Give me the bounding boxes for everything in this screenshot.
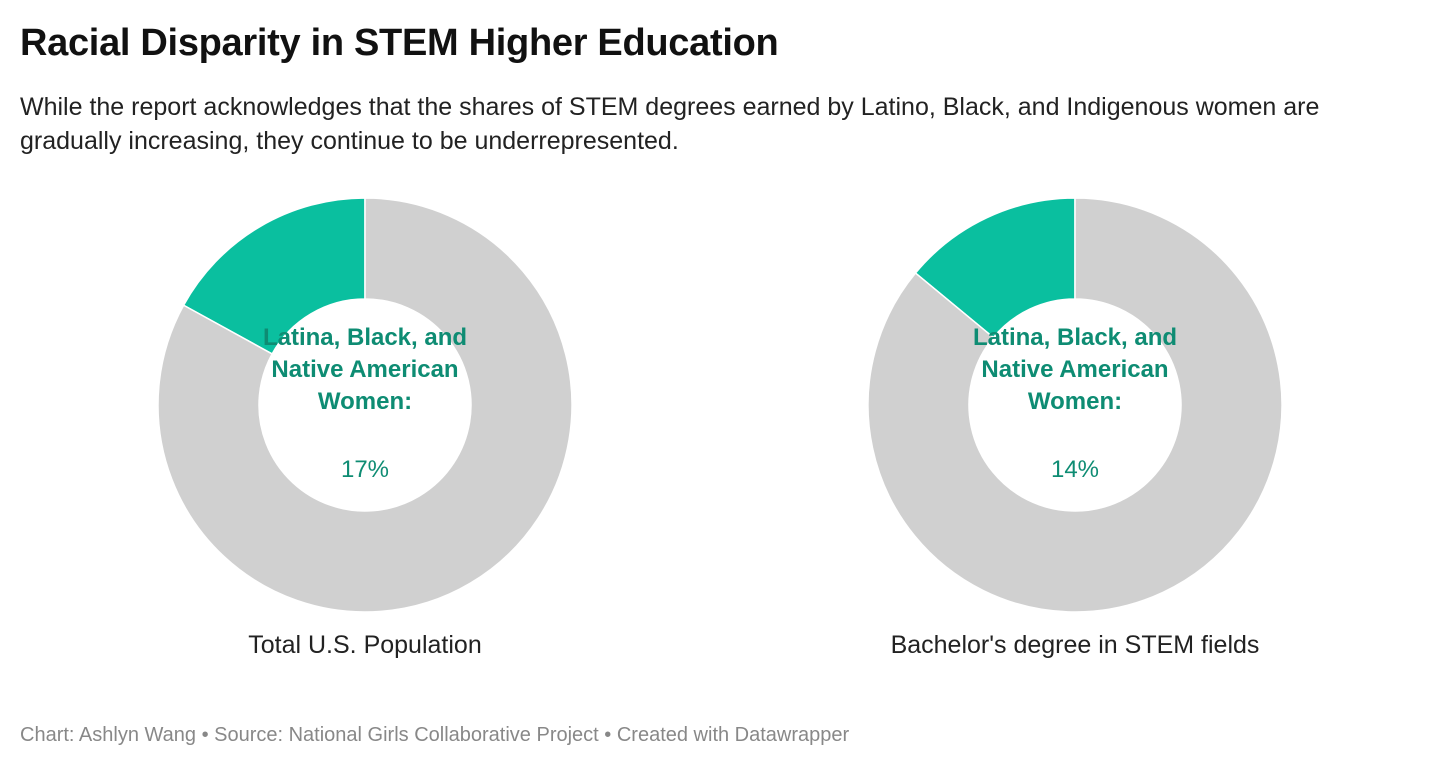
donut-slice-rest (867, 197, 1283, 613)
donut-slice-rest (157, 197, 573, 613)
center-value: 14% (1050, 456, 1100, 483)
donut-slice-highlight (914, 197, 1076, 339)
donut-chart-stem-degrees: Latina, Black, and Native American Women… (865, 196, 1285, 676)
donut-caption: Total U.S. Population (248, 631, 482, 659)
chart-subtitle: While the report acknowledges that the s… (20, 93, 1320, 155)
center-value: 17% (340, 456, 390, 483)
center-label: Latina, Black, and Native American Women… (972, 324, 1178, 415)
donut-caption: Bachelor's degree in STEM fields (890, 631, 1260, 659)
chart-footer: Chart: Ashlyn Wang • Source: National Gi… (20, 724, 850, 746)
donut-slice-highlight (182, 197, 366, 355)
donut-svg (157, 197, 573, 613)
chart-title: Racial Disparity in STEM Higher Educatio… (20, 22, 779, 64)
donut-chart-population: Latina, Black, and Native American Women… (155, 196, 575, 676)
center-label: Latina, Black, and Native American Women… (262, 324, 468, 415)
donut-svg (867, 197, 1283, 613)
